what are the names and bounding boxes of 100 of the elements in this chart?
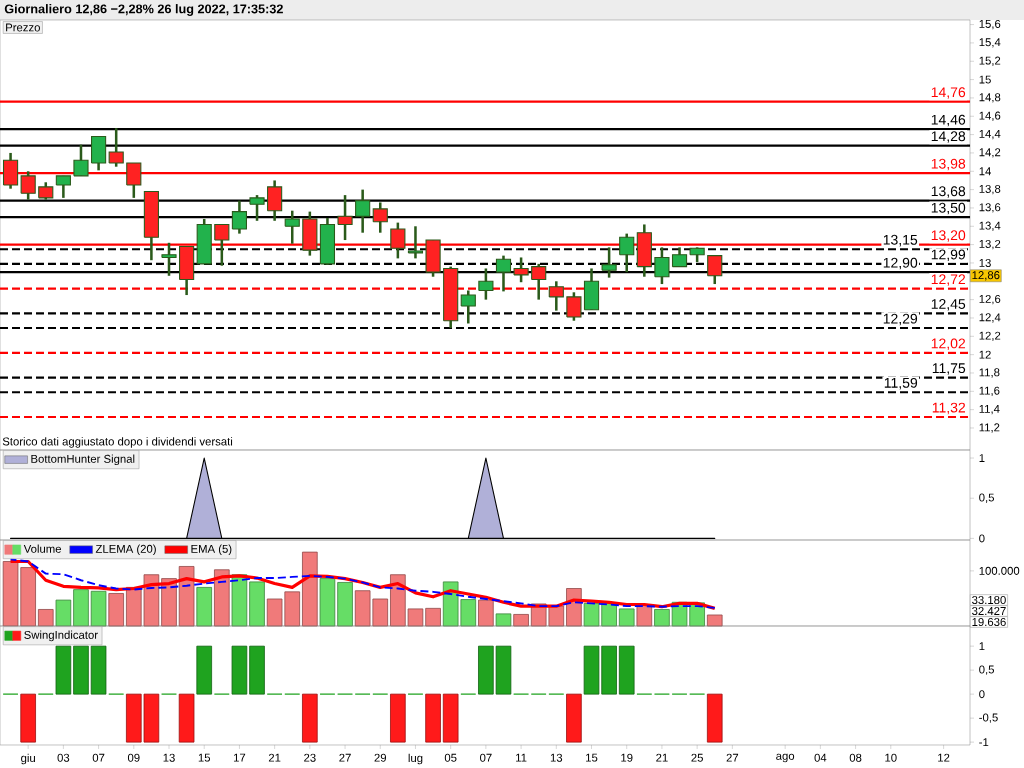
y-tick-label: 15,2	[979, 56, 1001, 66]
ref-line-label: 12,72	[931, 274, 966, 286]
x-tick-label: 03	[57, 753, 70, 762]
x-tick-label: 08	[849, 753, 862, 762]
y-tick-label: 0	[979, 534, 985, 543]
x-tick-label: 11	[516, 753, 527, 762]
bar	[319, 578, 336, 627]
y-tick-label: 15,6	[979, 19, 1001, 30]
bar	[618, 608, 635, 627]
x-tick-label: 23	[304, 753, 316, 762]
y-tick-label: 14,4	[979, 129, 1001, 140]
y-tick-label: 14,2	[979, 148, 1001, 158]
y-tick-label: 12,6	[979, 294, 1001, 305]
x-tick-label: 13	[163, 753, 175, 762]
bar	[108, 593, 124, 627]
y-tick-label: 12,4	[979, 313, 1001, 323]
x-tick-label: lug	[408, 753, 423, 765]
ref-line-label: 11,32	[932, 402, 966, 415]
y-tick-label: 0,5	[979, 493, 995, 503]
ref-line-label: 13,20	[931, 230, 966, 242]
ref-line-label: 13,98	[931, 158, 966, 171]
text: 19.636	[972, 618, 1006, 626]
bar	[73, 589, 89, 627]
y-tick-label: 14,8	[979, 93, 1001, 103]
x-tick-label: 12	[938, 753, 950, 762]
ref-line-label: 12,90	[883, 257, 918, 270]
x-tick-label: 21	[656, 753, 668, 762]
x-tick-label: 27	[726, 753, 739, 762]
annotation: 12,86	[972, 271, 1000, 281]
y-tick-label: 11,2	[979, 423, 1000, 433]
y-tick-label: 1	[979, 642, 985, 651]
bar	[37, 609, 54, 627]
candlestick	[284, 209, 300, 245]
bar	[196, 587, 213, 627]
candlestick	[108, 126, 124, 168]
x-tick-label: 21	[268, 753, 281, 762]
x-tick-label: 17	[233, 753, 246, 762]
text: 33.180	[972, 596, 1006, 605]
candlestick	[460, 289, 476, 325]
candlestick	[671, 246, 688, 268]
candlestick	[231, 199, 247, 235]
candlestick	[355, 188, 371, 234]
bar	[478, 599, 494, 627]
bar	[55, 599, 72, 627]
candlestick	[548, 280, 564, 312]
x-tick-label: 05	[444, 753, 457, 762]
y-tick-label: 11,6	[979, 386, 1000, 396]
x-tick-label: 09	[127, 753, 140, 762]
y-tick-label: 13	[979, 258, 991, 267]
candlestick	[531, 262, 547, 301]
candlestick	[513, 256, 529, 284]
x-tick-label: 19	[621, 753, 633, 762]
x-tick-label: 10	[885, 753, 897, 762]
candlestick	[20, 170, 36, 201]
candlestick	[214, 223, 230, 267]
y-tick-label: 13,8	[979, 184, 1001, 195]
y-tick-label: 15,4	[979, 38, 1001, 48]
y-tick-label: 0,5	[979, 665, 995, 675]
x-tick-label: 13	[550, 753, 563, 762]
y-tick-label: 15	[979, 75, 991, 84]
bar	[178, 566, 195, 627]
legend-title: Prezzo	[6, 23, 40, 32]
chart-title: Giornaliero 12,86 −2,28% 26 lug 2022, 17:35:32	[4, 4, 283, 16]
candlestick	[601, 246, 617, 279]
bar	[214, 569, 230, 627]
y-tick-label: 11,8	[979, 368, 1000, 378]
candlestick	[337, 193, 353, 242]
candlestick	[654, 246, 670, 286]
bar	[249, 581, 265, 627]
candlestick	[495, 254, 512, 293]
ref-line-label: 12,29	[883, 313, 918, 326]
y-tick-label: 13,6	[979, 203, 1001, 213]
y-tick-label: 1	[979, 454, 985, 462]
ref-line-label: 12,99	[931, 249, 966, 262]
x-tick-label: 27	[339, 753, 351, 762]
bar	[161, 578, 177, 627]
x-tick-label: 15	[198, 753, 211, 762]
candlestick	[267, 179, 283, 223]
legend-label: ZLEMA (20)	[95, 544, 156, 556]
ref-line-label: 12,45	[931, 299, 966, 311]
legend-label: Volume	[23, 544, 61, 553]
candlestick	[249, 193, 265, 223]
y-tick-label: -0,5	[979, 713, 998, 723]
y-tick-label: 12	[979, 350, 991, 359]
ref-line-label: 14,76	[931, 87, 966, 99]
x-tick-label: 15	[586, 753, 598, 762]
y-tick-label: 14	[979, 167, 992, 176]
y-tick-label: 14,6	[979, 111, 1001, 121]
x-tick-label: 25	[691, 753, 703, 762]
y-tick-label: -1	[979, 738, 989, 747]
candlestick	[707, 254, 723, 286]
bar	[706, 614, 723, 627]
bar	[90, 590, 107, 627]
ref-line-label: 13,68	[931, 186, 966, 198]
candlestick	[619, 232, 635, 274]
y-tick-label: 13,4	[979, 221, 1001, 231]
bar	[495, 613, 512, 627]
bar	[302, 551, 318, 627]
bar	[337, 582, 353, 627]
candlestick	[73, 143, 89, 178]
